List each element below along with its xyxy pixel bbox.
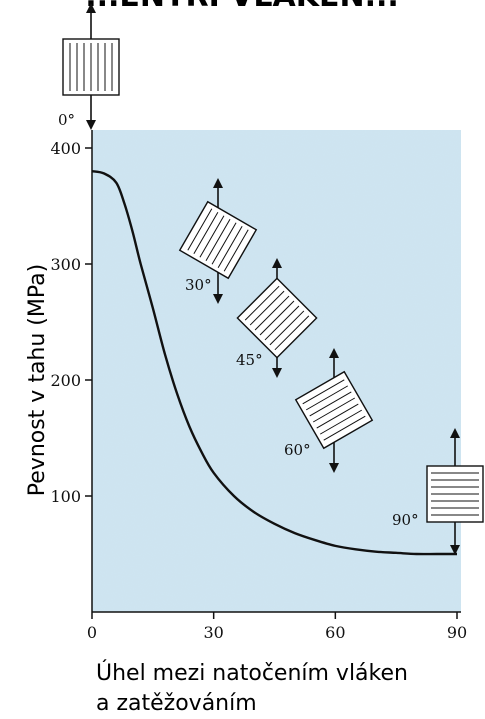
fiber-line — [323, 415, 366, 441]
angle-label-90: 90° — [392, 511, 419, 529]
y-tick-label-200: 200 — [50, 371, 81, 390]
fiber-line — [211, 222, 237, 265]
fiber-line — [244, 285, 280, 321]
fiber-line — [223, 229, 249, 272]
load-arrow-head-down-30 — [213, 294, 223, 304]
fiber-glyph-60: 60° — [284, 348, 374, 473]
angle-label-45: 45° — [236, 351, 263, 369]
fiber-square-45 — [236, 277, 318, 359]
angle-label-30: 30° — [185, 276, 212, 294]
fiber-line — [302, 379, 345, 405]
load-arrow-head-down-45 — [272, 368, 282, 378]
fiber-line — [312, 397, 356, 423]
load-arrow-head-up-45 — [272, 258, 282, 268]
fiber-line — [319, 409, 363, 435]
fiber-line — [259, 300, 295, 336]
fiber-glyph-90: 90° — [392, 428, 484, 555]
fiber-square-90 — [426, 465, 484, 523]
fiber-line — [269, 310, 305, 346]
fiber-line — [187, 208, 213, 251]
fiber-line — [264, 305, 300, 341]
load-arrow-head-down-60 — [329, 463, 339, 473]
y-tick-label-300: 300 — [50, 255, 81, 274]
fiber-line — [316, 403, 359, 429]
fiber-line — [217, 225, 243, 269]
fiber-line — [199, 215, 225, 258]
x-tick-label-0: 0 — [87, 623, 97, 642]
fiber-line — [305, 385, 349, 411]
x-tick-label-90: 90 — [447, 623, 467, 642]
fiber-glyph-45: 45° — [236, 258, 318, 378]
fiber-glyph-30: 30° — [178, 178, 258, 304]
x-tick-label-30: 30 — [203, 623, 223, 642]
fiber-line — [274, 315, 310, 351]
load-arrow-head-up-30 — [213, 178, 223, 188]
fiber-line — [205, 218, 231, 262]
fiber-line — [254, 295, 290, 331]
y-axis-label: Pevnost v tahu (MPa) — [25, 264, 50, 496]
strength-curve — [91, 170, 457, 556]
angle-label-0: 0° — [58, 111, 75, 129]
load-arrow-head-down-0 — [86, 120, 96, 130]
fiber-orientation-glyphs: 0° 30° 45° 60° 90° — [58, 3, 484, 555]
fiber-line — [309, 391, 352, 417]
fiber-glyph-0: 0° — [58, 3, 120, 130]
x-tick-label-60: 60 — [325, 623, 345, 642]
x-axis-label: Úhel mezi natočením vláken — [96, 660, 408, 686]
fiber-square-30 — [178, 200, 258, 280]
y-tick-label-100: 100 — [50, 487, 81, 506]
load-arrow-head-down-90 — [450, 545, 460, 555]
fiber-line — [249, 290, 285, 326]
angle-label-60: 60° — [284, 441, 311, 459]
fiber-square-0 — [62, 38, 120, 96]
cut-title: ...ENTRÍ VLÁKEN... — [85, 0, 399, 14]
axis-ticks: 100 200 300 400 0 30 60 90 — [50, 139, 467, 642]
x-axis-label-line2: a zatěžováním — [96, 691, 257, 716]
y-tick-label-400: 400 — [50, 139, 81, 158]
fiber-square-60 — [294, 370, 374, 450]
load-arrow-head-up-60 — [329, 348, 339, 358]
load-arrow-head-up-90 — [450, 428, 460, 438]
fiber-line — [193, 211, 219, 255]
load-arrow-head-up-0 — [86, 3, 96, 13]
